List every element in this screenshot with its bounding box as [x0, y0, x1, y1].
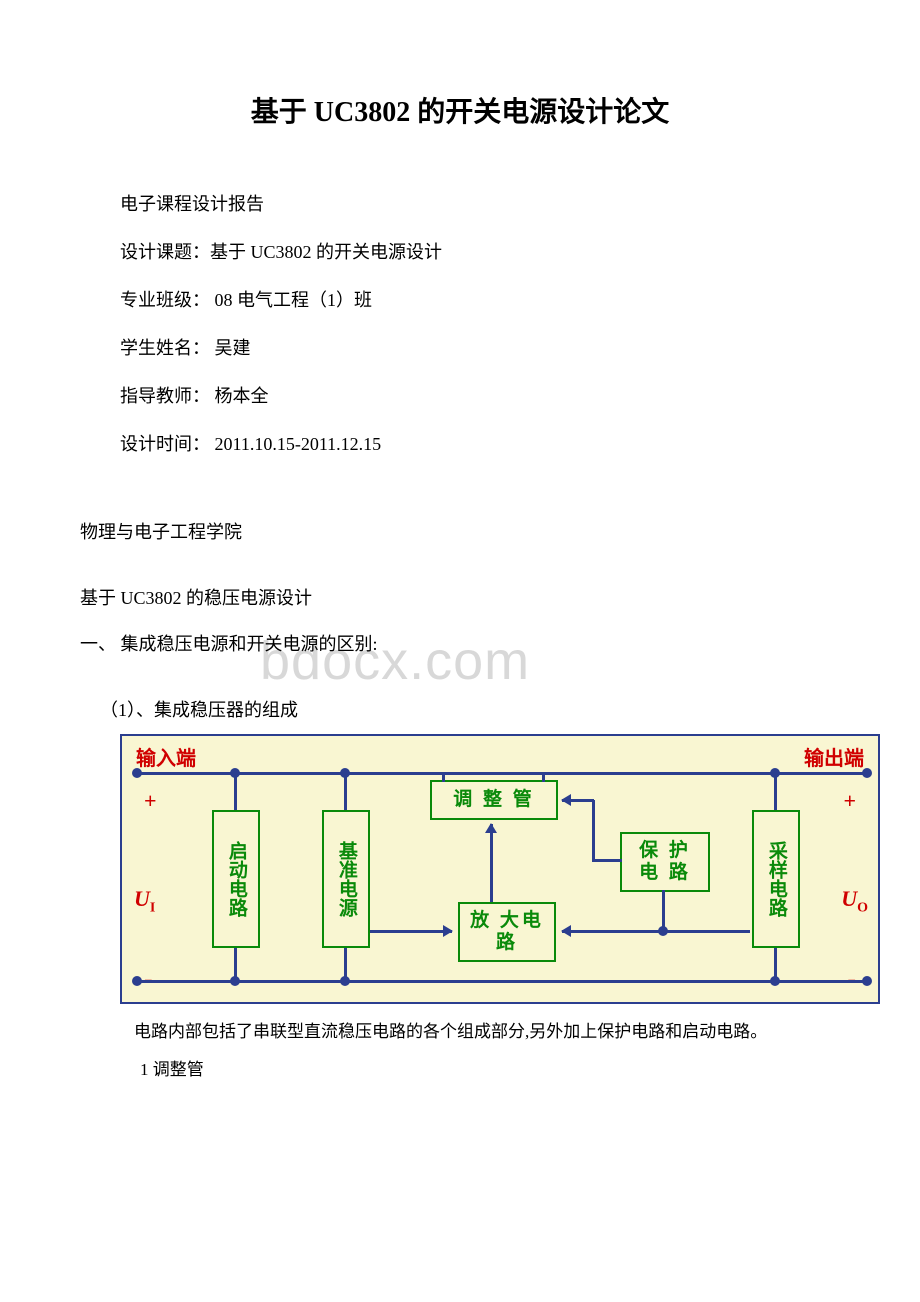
node [862, 976, 872, 986]
arrow-prot-to-reg [562, 799, 594, 802]
top-rail [134, 772, 869, 775]
ui-label: UI [134, 886, 155, 916]
output-terminal-label: 输出端 [804, 742, 864, 771]
info-time: 设计时间： 2011.10.15-2011.12.15 [80, 430, 840, 456]
department: 物理与电子工程学院 [80, 518, 840, 544]
wire [344, 946, 347, 982]
info-class: 专业班级： 08 电气工程（1）班 [80, 286, 840, 312]
wire [592, 800, 595, 860]
info-name: 学生姓名： 吴建 [80, 334, 840, 360]
box-regulator: 调 整 管 [430, 780, 558, 820]
wire [234, 946, 237, 982]
box-amp: 放 大电 路 [458, 902, 556, 962]
wire [542, 772, 545, 782]
arrow-ref-to-amp [370, 930, 452, 933]
minus-right: - [847, 964, 856, 994]
bottom-rail [134, 980, 869, 983]
block-diagram: 输入端 输出端 + + - - UI UO [120, 734, 800, 1004]
info-teacher: 指导教师： 杨本全 [80, 382, 840, 408]
subtitle: 基于 UC3802 的稳压电源设计 [80, 584, 840, 610]
wire [592, 859, 622, 862]
box-sample: 采样电路 [752, 810, 800, 948]
input-terminal-label: 输入端 [136, 742, 196, 771]
plus-right: + [843, 788, 856, 814]
box-startup: 启动电路 [212, 810, 260, 948]
plus-left: + [144, 788, 157, 814]
wire [774, 946, 777, 982]
node [862, 768, 872, 778]
wire [344, 772, 347, 812]
node [658, 926, 668, 936]
node [132, 768, 142, 778]
uo-label: UO [841, 886, 868, 916]
page-title: 基于 UC3802 的开关电源设计论文 [80, 90, 840, 130]
box-protect: 保 护电 路 [620, 832, 710, 892]
paragraph-2: 1 调整管 [80, 1054, 840, 1086]
info-report: 电子课程设计报告 [80, 190, 840, 216]
wire [234, 772, 237, 812]
node [132, 976, 142, 986]
arrow-amp-to-reg [490, 824, 493, 902]
minus-left: - [144, 964, 153, 994]
wire [442, 772, 445, 782]
info-topic: 设计课题：基于 UC3802 的开关电源设计 [80, 238, 840, 264]
box-reference: 基准电源 [322, 810, 370, 948]
arrow-sample-to-amp [562, 930, 750, 933]
paragraph-1: 电路内部包括了串联型直流稳压电路的各个组成部分,另外加上保护电路和启动电路。 [80, 1016, 840, 1048]
subsection-1: （1）、集成稳压器的组成 [80, 696, 840, 722]
section-1-heading: 一、 集成稳压电源和开关电源的区别: [80, 630, 840, 656]
wire [774, 772, 777, 812]
